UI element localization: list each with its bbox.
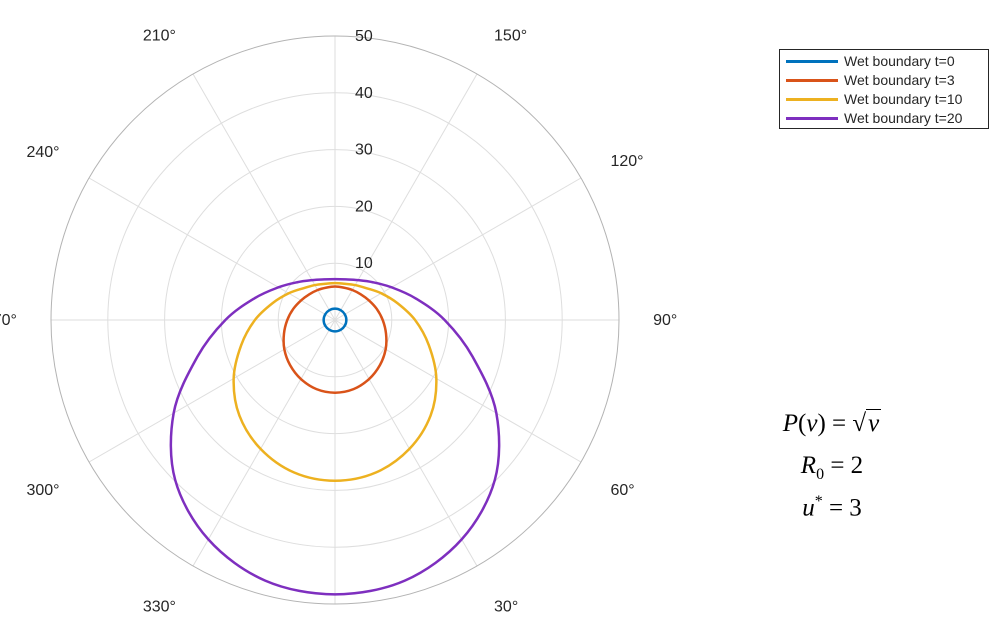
series-layer — [169, 277, 501, 596]
grid-spoke — [88, 177, 336, 321]
theta-tick-label: 210° — [143, 28, 176, 45]
legend-item: Wet boundary t=10 — [780, 90, 962, 108]
grid-spoke — [334, 177, 582, 321]
legend-swatch — [786, 59, 838, 63]
theta-tick-label: 60° — [610, 482, 634, 499]
annotation-r0-symbol: R — [800, 452, 817, 479]
legend-item: Wet boundary t=0 — [780, 52, 955, 70]
grid-spoke — [192, 319, 336, 567]
grid-ring — [220, 205, 450, 435]
annotation-ustar-symbol: u — [802, 494, 815, 522]
theta-tick-label: 120° — [610, 153, 643, 170]
theta-tick-label: 240° — [26, 144, 59, 161]
theta-tick-label: 30° — [494, 598, 518, 615]
theta-tick-label: 300° — [26, 482, 59, 499]
legend-swatch — [786, 97, 838, 101]
grid-ring — [164, 149, 506, 491]
grid-spoke — [88, 319, 336, 463]
legend-item: Wet boundary t=3 — [780, 71, 955, 89]
grid-spoke — [334, 73, 478, 321]
theta-tick-label: 90° — [653, 312, 677, 329]
annotation-ustar-superscript: * — [814, 493, 823, 510]
legend-swatch — [786, 78, 838, 82]
legend: Wet boundary t=0 Wet boundary t=3 Wet bo… — [779, 49, 989, 129]
legend-label: Wet boundary t=3 — [844, 72, 955, 88]
series-line — [169, 277, 501, 596]
grid-spoke — [192, 73, 336, 321]
grid-ring — [107, 92, 563, 548]
grid-spoke — [334, 319, 478, 567]
annotation-r0-rest: = 2 — [824, 452, 864, 479]
axis-labels: 10203040500°30°60°90°120°150°180°210°240… — [0, 0, 677, 615]
annotation-pv-lhs: (v) = — [798, 410, 853, 437]
grid-ring — [277, 262, 393, 378]
r-tick-label: 20 — [355, 198, 373, 215]
annotation-r0-subscript: 0 — [816, 466, 825, 483]
r-tick-label: 10 — [355, 255, 373, 272]
series-line — [282, 285, 388, 394]
r-tick-label: 40 — [355, 85, 373, 102]
legend-label: Wet boundary t=10 — [844, 91, 963, 107]
r-tick-label: 30 — [355, 142, 373, 159]
series-line — [322, 307, 348, 333]
polar-grid — [50, 35, 620, 605]
legend-swatch — [786, 116, 838, 120]
sqrt-symbol: √v — [852, 409, 882, 437]
theta-tick-label: 180° — [318, 0, 351, 2]
annotation-ustar: u* = 3 — [742, 493, 922, 522]
theta-tick-label: 330° — [143, 598, 176, 615]
legend-label: Wet boundary t=0 — [844, 53, 955, 69]
annotation-pv: P(v) = √v — [782, 409, 882, 437]
annotation-pv-radicand: v — [866, 409, 882, 437]
theta-tick-label: 150° — [494, 28, 527, 45]
series-line — [232, 281, 438, 482]
r-tick-label: 50 — [355, 28, 373, 45]
theta-tick-label: 270° — [0, 312, 17, 329]
legend-item: Wet boundary t=20 — [780, 109, 962, 127]
legend-label: Wet boundary t=20 — [844, 110, 963, 126]
annotation-ustar-rest: = 3 — [822, 494, 862, 522]
outer-ring — [50, 35, 620, 605]
annotation-r0: R0 = 2 — [742, 452, 922, 484]
grid-spoke — [334, 319, 582, 463]
